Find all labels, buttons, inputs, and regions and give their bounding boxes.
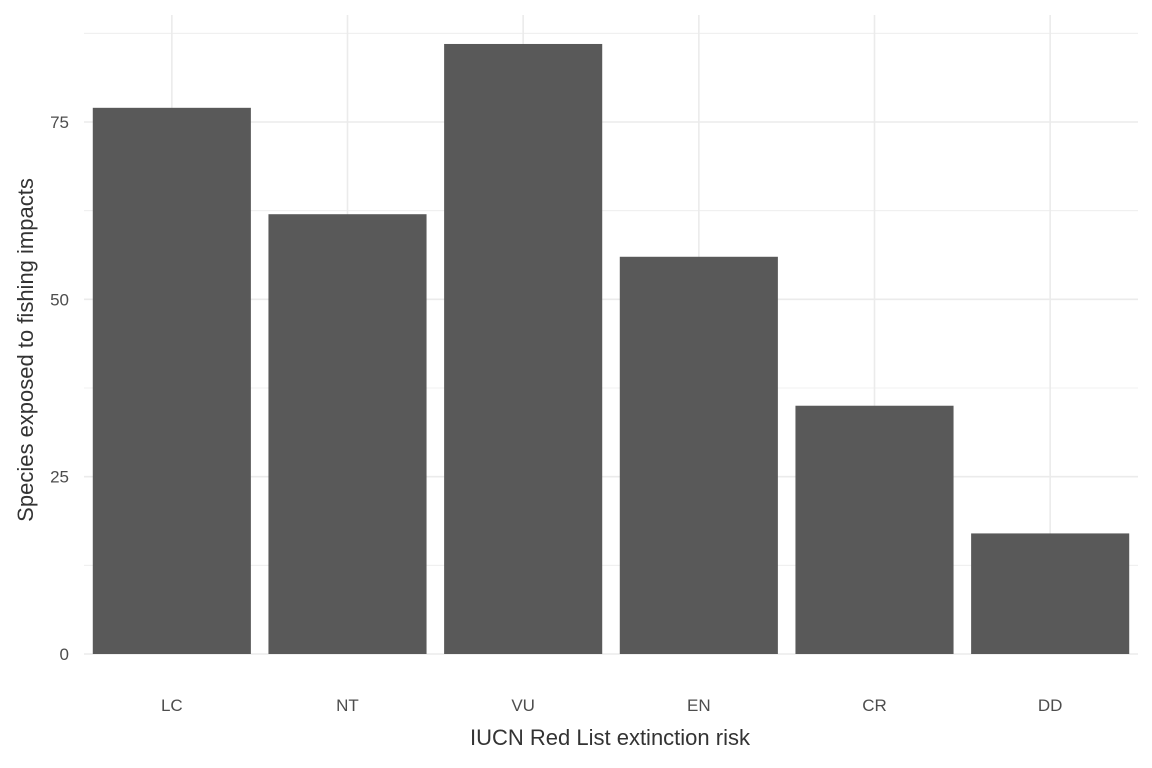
y-tick-label: 25 bbox=[50, 468, 69, 487]
x-axis-tick-labels: LC NT VU EN CR DD bbox=[161, 696, 1062, 715]
bar-en bbox=[619, 256, 778, 654]
y-tick-label: 50 bbox=[50, 290, 69, 309]
x-tick-label: CR bbox=[862, 696, 887, 715]
bar-cr bbox=[795, 405, 954, 654]
minor-gridlines bbox=[84, 32, 1138, 566]
y-tick-label: 75 bbox=[50, 113, 69, 132]
bar-dd bbox=[971, 533, 1130, 654]
bar-vu bbox=[444, 43, 603, 655]
x-tick-label: VU bbox=[511, 696, 535, 715]
bar-lc bbox=[92, 107, 251, 654]
x-tick-label: NT bbox=[336, 696, 359, 715]
bars bbox=[92, 43, 1130, 655]
y-axis-title: Species exposed to fishing impacts bbox=[13, 178, 38, 522]
x-axis-title: IUCN Red List extinction risk bbox=[470, 725, 751, 750]
x-tick-label: LC bbox=[161, 696, 183, 715]
y-tick-label: 0 bbox=[60, 645, 69, 664]
x-tick-label: EN bbox=[687, 696, 711, 715]
bar-nt bbox=[268, 214, 427, 655]
x-tick-label: DD bbox=[1038, 696, 1063, 715]
y-axis-tick-labels: 0 25 50 75 bbox=[50, 113, 69, 664]
